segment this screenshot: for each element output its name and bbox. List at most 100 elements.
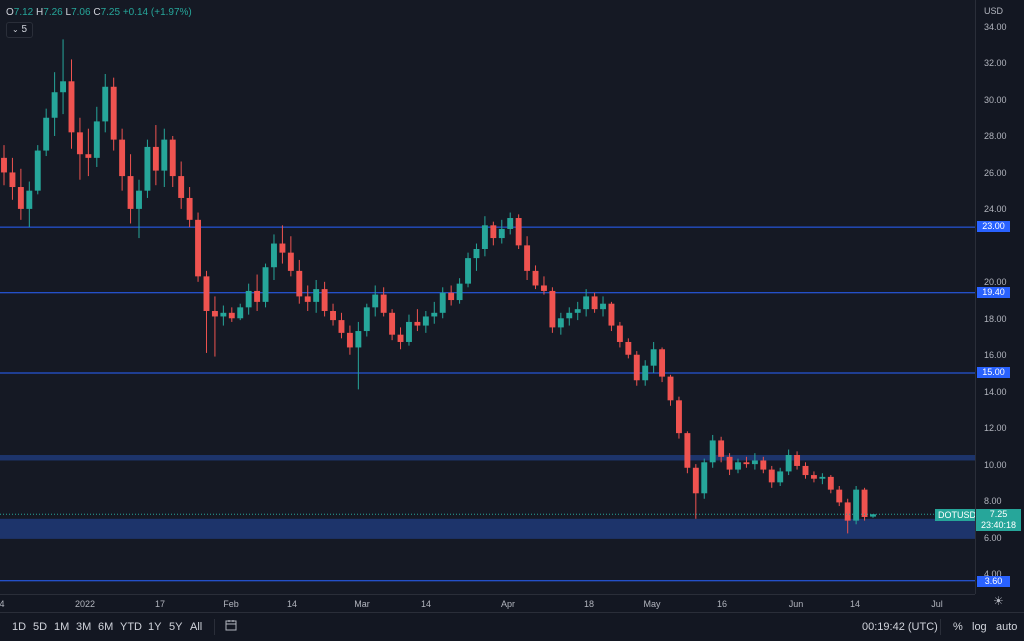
auto-scale-button[interactable]: auto bbox=[996, 621, 1018, 633]
chart-pane[interactable]: O7.12 H7.26 L7.06 C7.25 +0.14 (+1.97%) ⌄… bbox=[0, 0, 979, 594]
candle-body bbox=[152, 146, 159, 171]
interval-toggle[interactable]: ⌄ 5 bbox=[6, 22, 34, 38]
high-label: H bbox=[36, 7, 44, 18]
timeframe-5y-button[interactable]: 5Y bbox=[169, 621, 183, 633]
candle-body bbox=[178, 176, 185, 198]
price-tick: 32.00 bbox=[984, 58, 1007, 68]
candle-body bbox=[254, 290, 261, 302]
candle-body bbox=[26, 190, 33, 209]
price-tick: 16.00 bbox=[984, 350, 1007, 360]
candle-body bbox=[507, 218, 514, 229]
toolbar-divider bbox=[214, 619, 215, 635]
candle-body bbox=[338, 320, 345, 333]
current-price-label: 7.25 23:40:18 bbox=[976, 509, 1021, 531]
price-tick: 30.00 bbox=[984, 95, 1007, 105]
candle-body bbox=[836, 489, 843, 503]
time-tick: 14 bbox=[286, 599, 298, 609]
candle-body bbox=[262, 267, 269, 302]
percent-scale-button[interactable]: % bbox=[953, 621, 963, 633]
candle-body bbox=[127, 176, 134, 209]
candle-body bbox=[574, 309, 581, 313]
timeframe-1m-button[interactable]: 1M bbox=[54, 621, 70, 633]
price-tick: 20.00 bbox=[984, 277, 1007, 287]
candle-body bbox=[515, 218, 522, 246]
candle-body bbox=[844, 502, 851, 521]
candle-body bbox=[203, 276, 210, 311]
candle-body bbox=[709, 440, 716, 463]
candle-body bbox=[186, 197, 193, 220]
candle-body bbox=[718, 440, 725, 457]
candle-body bbox=[481, 225, 488, 250]
candle-body bbox=[119, 139, 126, 177]
open-value: 7.12 bbox=[13, 7, 34, 18]
candle-body bbox=[633, 354, 640, 381]
timeframe-1d-button[interactable]: 1D bbox=[12, 621, 27, 633]
time-tick: May bbox=[643, 599, 661, 609]
candle-body bbox=[591, 296, 598, 310]
log-scale-button[interactable]: log bbox=[972, 621, 987, 633]
close-value: 7.25 bbox=[100, 7, 121, 18]
candle-body bbox=[60, 81, 67, 93]
candle-body bbox=[448, 292, 455, 301]
candle-body bbox=[684, 433, 691, 468]
price-tick: 24.00 bbox=[984, 204, 1007, 214]
high-value: 7.26 bbox=[43, 7, 63, 18]
symbol-tag: DOTUSD bbox=[935, 509, 979, 521]
candle-body bbox=[659, 349, 666, 377]
price-tick: 14.00 bbox=[984, 387, 1007, 397]
support-zone bbox=[0, 518, 975, 539]
candle-body bbox=[794, 455, 801, 466]
candle-body bbox=[321, 289, 328, 311]
candle-body bbox=[524, 245, 531, 271]
calendar-range-icon[interactable] bbox=[225, 619, 237, 631]
price-tick: 10.00 bbox=[984, 460, 1007, 470]
timeframe-3m-button[interactable]: 3M bbox=[76, 621, 92, 633]
toolbar-divider bbox=[940, 619, 941, 635]
price-tick: 12.00 bbox=[984, 423, 1007, 433]
candle-body bbox=[397, 334, 404, 342]
axis-settings-icon[interactable]: ☀ bbox=[993, 594, 1004, 608]
level-label-3-60: 3.60 bbox=[977, 576, 1010, 587]
time-tick: Jun bbox=[788, 599, 804, 609]
candle-body bbox=[346, 332, 353, 348]
candle-body bbox=[271, 243, 277, 268]
clock-readout[interactable]: 00:19:42 (UTC) bbox=[862, 621, 938, 633]
low-value: 7.06 bbox=[71, 7, 91, 18]
change-value: +0.14 (+1.97%) bbox=[122, 7, 192, 18]
timeframe-1y-button[interactable]: 1Y bbox=[148, 621, 162, 633]
time-tick: Apr bbox=[500, 599, 516, 609]
price-tick: 18.00 bbox=[984, 314, 1007, 324]
candle-body bbox=[692, 467, 699, 494]
candle-body bbox=[136, 190, 142, 209]
candle-body bbox=[372, 294, 379, 308]
currency-label: USD bbox=[984, 6, 1004, 16]
candle-body bbox=[228, 312, 235, 319]
timeframe-5d-button[interactable]: 5D bbox=[33, 621, 48, 633]
timeframe-all-button[interactable]: All bbox=[190, 621, 203, 633]
candle-body bbox=[85, 154, 92, 158]
candle-body bbox=[9, 172, 16, 188]
candle-body bbox=[751, 460, 758, 465]
price-tick: 28.00 bbox=[984, 131, 1007, 141]
candle-body bbox=[110, 86, 117, 140]
current-price: 7.25 bbox=[989, 509, 1008, 519]
candle-body bbox=[245, 290, 252, 308]
time-tick: 4 bbox=[0, 599, 5, 609]
time-axis[interactable]: 4 2022 17 Feb 14 Mar 14 Apr 18 May 16 Ju… bbox=[0, 594, 1004, 613]
candle-body bbox=[810, 475, 817, 479]
candle-body bbox=[304, 296, 311, 302]
candlestick-chart[interactable] bbox=[0, 0, 975, 594]
candle-body bbox=[861, 489, 868, 517]
candle-body bbox=[76, 132, 83, 155]
candle-body bbox=[616, 325, 623, 342]
time-tick: 17 bbox=[154, 599, 166, 609]
timeframe-ytd-button[interactable]: YTD bbox=[120, 621, 142, 633]
price-tick: 34.00 bbox=[984, 22, 1007, 32]
candle-body bbox=[557, 318, 564, 328]
candle-body bbox=[43, 117, 50, 151]
price-axis[interactable]: USD 34.00 32.00 30.00 28.00 26.00 24.00 … bbox=[975, 0, 1024, 594]
candle-body bbox=[456, 283, 463, 301]
level-label-23: 23.00 bbox=[977, 221, 1010, 232]
candle-body bbox=[17, 187, 24, 209]
timeframe-6m-button[interactable]: 6M bbox=[98, 621, 114, 633]
